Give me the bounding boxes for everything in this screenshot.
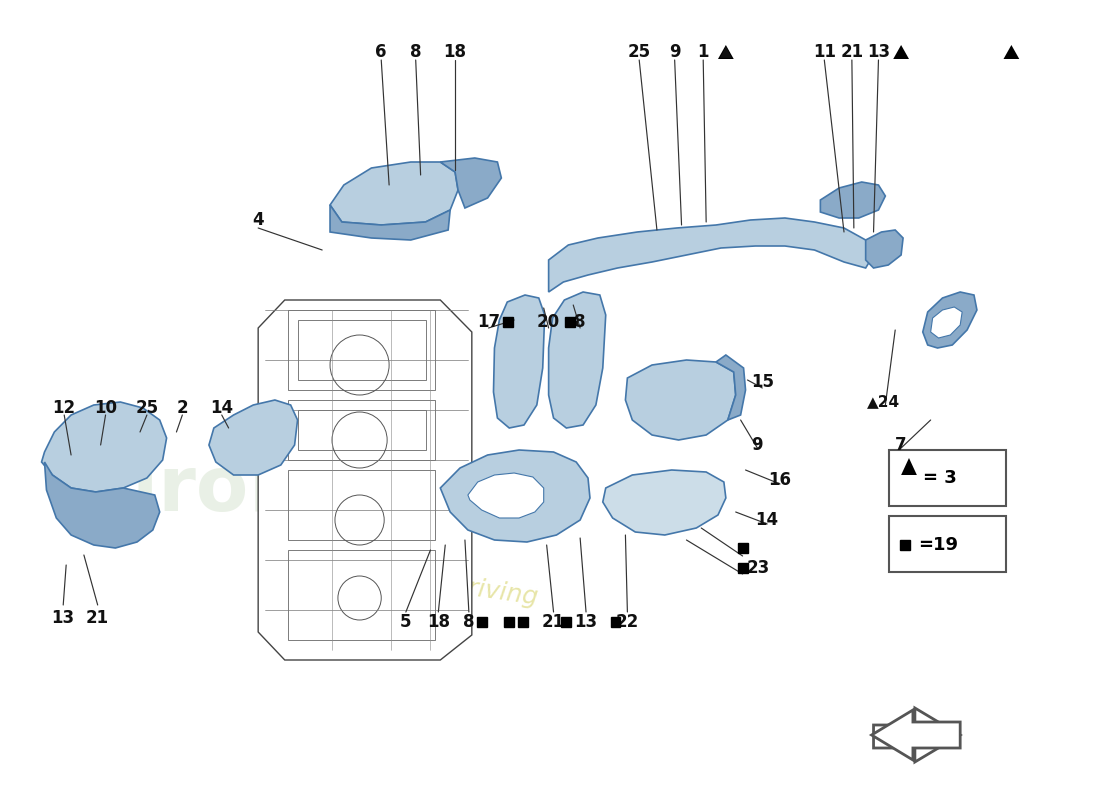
Text: euroParts: euroParts [53,453,474,527]
Text: 12: 12 [53,399,76,417]
Text: 13: 13 [52,609,75,627]
Bar [288,310,436,390]
Text: 10: 10 [95,399,117,417]
Text: 8: 8 [410,43,421,61]
Text: 14: 14 [756,511,779,529]
Text: 16: 16 [769,471,792,489]
Polygon shape [440,158,502,208]
Polygon shape [494,295,544,428]
Polygon shape [821,182,886,218]
Text: 18: 18 [443,43,466,61]
Polygon shape [549,292,606,428]
Polygon shape [871,710,960,760]
Bar [297,410,426,450]
FancyBboxPatch shape [889,450,1006,506]
Bar [610,617,620,627]
Polygon shape [258,300,472,660]
Bar [561,617,571,627]
Text: 21: 21 [86,609,109,627]
Polygon shape [716,355,746,420]
Polygon shape [931,307,962,338]
Text: 7: 7 [895,436,906,454]
Polygon shape [330,205,450,240]
Bar [297,320,426,380]
Text: 5: 5 [400,613,411,631]
Text: 9: 9 [751,436,763,454]
Bar [504,617,514,627]
Polygon shape [603,470,726,535]
Text: 8: 8 [574,313,586,331]
Text: 17: 17 [477,313,500,331]
Text: 18: 18 [427,613,450,631]
Polygon shape [873,708,960,762]
Text: 13: 13 [574,613,597,631]
Text: 11: 11 [813,43,836,61]
Polygon shape [330,162,458,225]
Text: ▲24: ▲24 [867,394,900,410]
Text: 25: 25 [135,399,158,417]
Text: 4: 4 [252,211,264,229]
Bar [518,617,528,627]
Text: 22: 22 [616,613,639,631]
Text: 1: 1 [697,43,710,61]
Text: a passion for driving: a passion for driving [283,550,539,610]
Text: 21: 21 [840,43,864,61]
Text: 23: 23 [747,559,770,577]
Bar [476,617,486,627]
Bar [288,400,436,460]
Bar [900,540,910,550]
Text: 13: 13 [867,43,890,61]
FancyBboxPatch shape [889,516,1006,572]
Polygon shape [440,450,590,542]
Polygon shape [549,218,873,292]
Text: 15: 15 [751,373,773,391]
Text: 2: 2 [176,399,188,417]
Polygon shape [42,402,166,492]
Text: 9: 9 [669,43,681,61]
Polygon shape [901,458,917,475]
Bar [288,550,436,640]
Text: =19: =19 [917,536,958,554]
Bar [738,563,748,573]
Polygon shape [923,292,977,348]
Text: ▲: ▲ [720,45,732,59]
Text: 6: 6 [375,43,387,61]
Polygon shape [866,230,903,268]
Bar [504,317,514,327]
Bar [565,317,575,327]
Polygon shape [1003,45,1020,59]
Polygon shape [893,45,909,59]
Polygon shape [44,462,160,548]
Bar [288,470,436,540]
Text: = 3: = 3 [923,469,957,487]
Polygon shape [718,45,734,59]
Bar [738,543,748,553]
Text: 21: 21 [542,613,565,631]
Polygon shape [626,360,736,440]
Text: 25: 25 [628,43,651,61]
Text: 20: 20 [537,313,560,331]
Text: 8: 8 [463,613,474,631]
Polygon shape [209,400,297,475]
Polygon shape [468,473,543,518]
Text: 14: 14 [210,399,233,417]
